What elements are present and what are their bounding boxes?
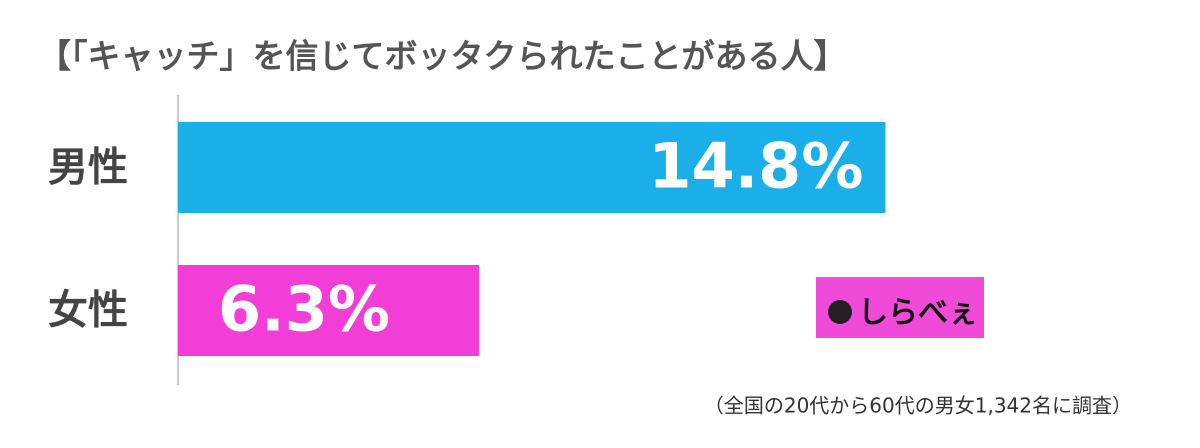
bar [178, 122, 886, 213]
category-label: 女性 [48, 288, 128, 334]
footnote: （全国の20代から60代の男女1,342名に調査） [704, 394, 1132, 418]
chart-title: 【「キャッチ」を信じてボッタクられたことがある人】 [38, 37, 847, 76]
logo-icon [828, 300, 852, 324]
value-label: 14.8% [648, 130, 863, 203]
logo-text: しらべぇ [858, 296, 978, 331]
value-label: 6.3% [218, 273, 390, 346]
category-label: 男性 [48, 145, 128, 191]
bar [178, 265, 480, 356]
